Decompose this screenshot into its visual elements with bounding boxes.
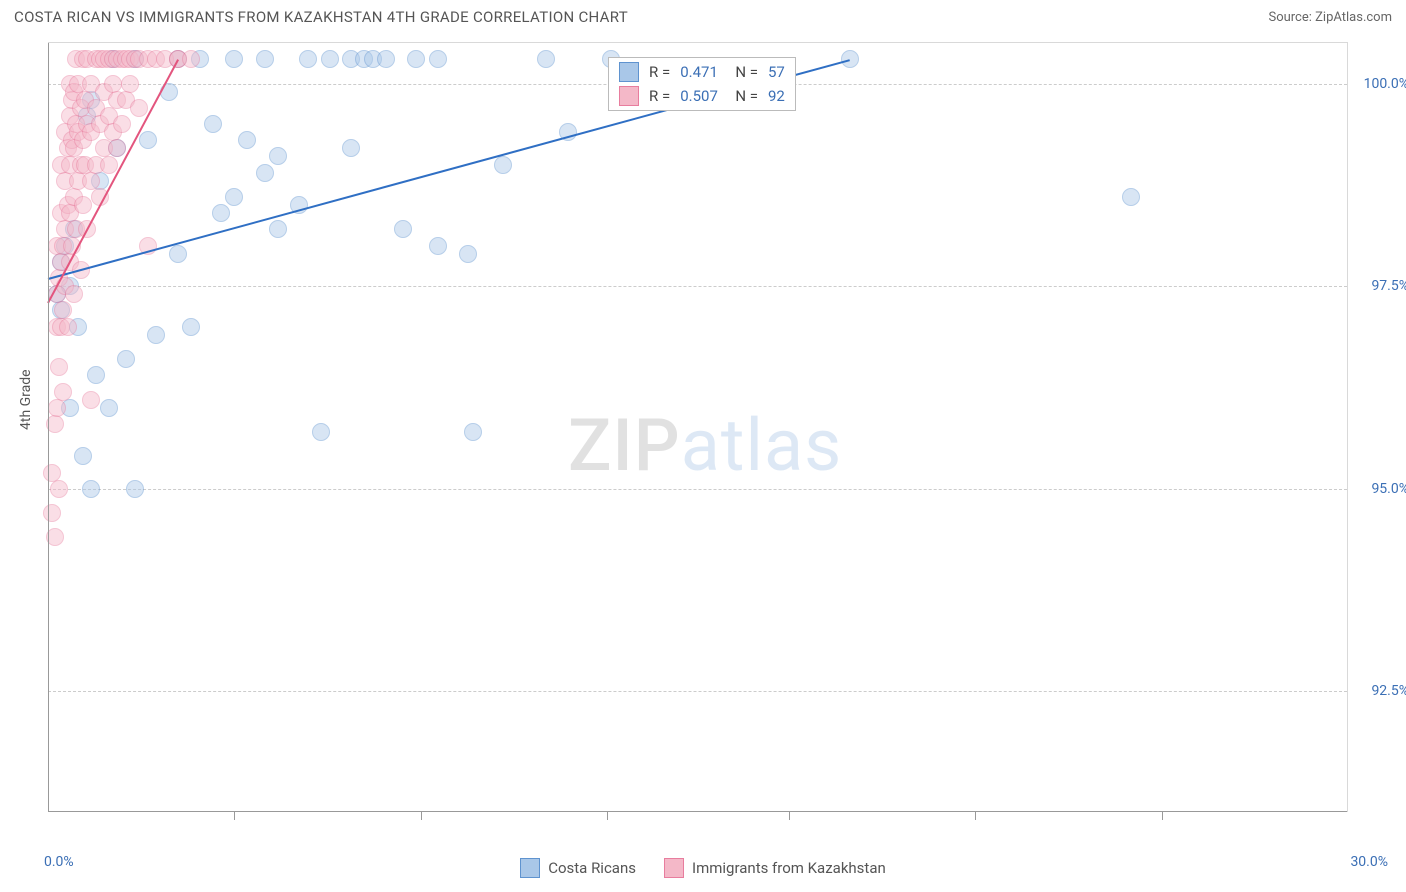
stats-r-label: R = (649, 87, 670, 105)
scatter-point (169, 245, 187, 263)
stats-swatch (619, 62, 639, 82)
scatter-point (464, 423, 482, 441)
scatter-point (126, 480, 144, 498)
stats-row: R = 0.507 N = 92 (609, 84, 795, 108)
x-tick (789, 812, 790, 820)
scatter-plot: 92.5%95.0%97.5%100.0% (48, 43, 1347, 812)
scatter-point (117, 350, 135, 368)
scatter-point (429, 237, 447, 255)
scatter-point (377, 50, 395, 68)
scatter-point (212, 204, 230, 222)
scatter-point (100, 399, 118, 417)
scatter-point (100, 156, 118, 174)
y-tick-label: 92.5% (1371, 683, 1406, 699)
scatter-point (1122, 188, 1140, 206)
scatter-point (59, 318, 77, 336)
legend-swatch (664, 858, 684, 878)
scatter-point (121, 75, 139, 93)
chart-title: COSTA RICAN VS IMMIGRANTS FROM KAZAKHSTA… (14, 8, 628, 26)
scatter-point (147, 326, 165, 344)
scatter-point (182, 318, 200, 336)
scatter-point (104, 75, 122, 93)
stats-r-value: 0.471 (680, 63, 718, 81)
x-tick (421, 812, 422, 820)
scatter-point (82, 172, 100, 190)
scatter-point (269, 220, 287, 238)
scatter-point (82, 480, 100, 498)
scatter-point (238, 131, 256, 149)
scatter-point (342, 139, 360, 157)
x-axis (48, 811, 1347, 812)
x-axis-min-label: 0.0% (44, 854, 74, 870)
y-axis-title: 4th Grade (18, 369, 34, 430)
scatter-point (82, 391, 100, 409)
scatter-point (225, 50, 243, 68)
scatter-point (87, 366, 105, 384)
x-tick (234, 812, 235, 820)
legend-item-costa-ricans: Costa Ricans (520, 858, 636, 878)
legend-swatch (520, 858, 540, 878)
correlation-stats-box: R = 0.471 N = 57 R = 0.507 N = 92 (608, 57, 796, 111)
stats-swatch (619, 86, 639, 106)
scatter-point (312, 423, 330, 441)
legend-label: Costa Ricans (548, 859, 636, 877)
scatter-point (321, 50, 339, 68)
gridline-h (48, 691, 1347, 692)
scatter-point (139, 131, 157, 149)
scatter-point (225, 188, 243, 206)
scatter-point (65, 285, 83, 303)
chart-plot-area: 92.5%95.0%97.5%100.0% ZIPatlas R =0.471 … (48, 42, 1348, 812)
scatter-point (182, 50, 200, 68)
y-tick-label: 95.0% (1371, 481, 1406, 497)
gridline-h (48, 489, 1347, 490)
x-tick (1162, 812, 1163, 820)
stats-n-label: N = (728, 87, 758, 105)
scatter-point (48, 399, 66, 417)
x-tick (607, 812, 608, 820)
scatter-point (429, 50, 447, 68)
scatter-point (494, 156, 512, 174)
chart-source: Source: ZipAtlas.com (1268, 10, 1392, 25)
y-tick-label: 100.0% (1364, 76, 1406, 92)
y-axis (48, 43, 49, 812)
x-axis-max-label: 30.0% (1350, 854, 1388, 870)
scatter-point (74, 447, 92, 465)
gridline-h (48, 286, 1347, 287)
chart-legend: Costa Ricans Immigrants from Kazakhstan (0, 858, 1406, 878)
stats-n-label: N = (728, 63, 758, 81)
scatter-point (407, 50, 425, 68)
scatter-point (537, 50, 555, 68)
scatter-point (394, 220, 412, 238)
stats-r-value: 0.507 (680, 87, 718, 105)
scatter-point (269, 147, 287, 165)
scatter-point (459, 245, 477, 263)
scatter-point (256, 164, 274, 182)
scatter-point (54, 383, 72, 401)
legend-label: Immigrants from Kazakhstan (692, 859, 886, 877)
scatter-point (50, 358, 68, 376)
stats-row: R = 0.471 N = 57 (609, 60, 795, 84)
scatter-point (299, 50, 317, 68)
stats-n-value: 92 (768, 87, 785, 105)
scatter-point (204, 115, 222, 133)
stats-n-value: 57 (768, 63, 785, 81)
scatter-point (54, 301, 72, 319)
y-tick-label: 97.5% (1371, 278, 1406, 294)
legend-item-kazakhstan: Immigrants from Kazakhstan (664, 858, 886, 878)
chart-header: COSTA RICAN VS IMMIGRANTS FROM KAZAKHSTA… (0, 0, 1406, 32)
scatter-point (113, 115, 131, 133)
stats-r-label: R = (649, 63, 670, 81)
scatter-point (43, 504, 61, 522)
scatter-point (256, 50, 274, 68)
scatter-point (74, 196, 92, 214)
scatter-point (50, 480, 68, 498)
scatter-point (108, 139, 126, 157)
x-tick (975, 812, 976, 820)
scatter-point (130, 99, 148, 117)
